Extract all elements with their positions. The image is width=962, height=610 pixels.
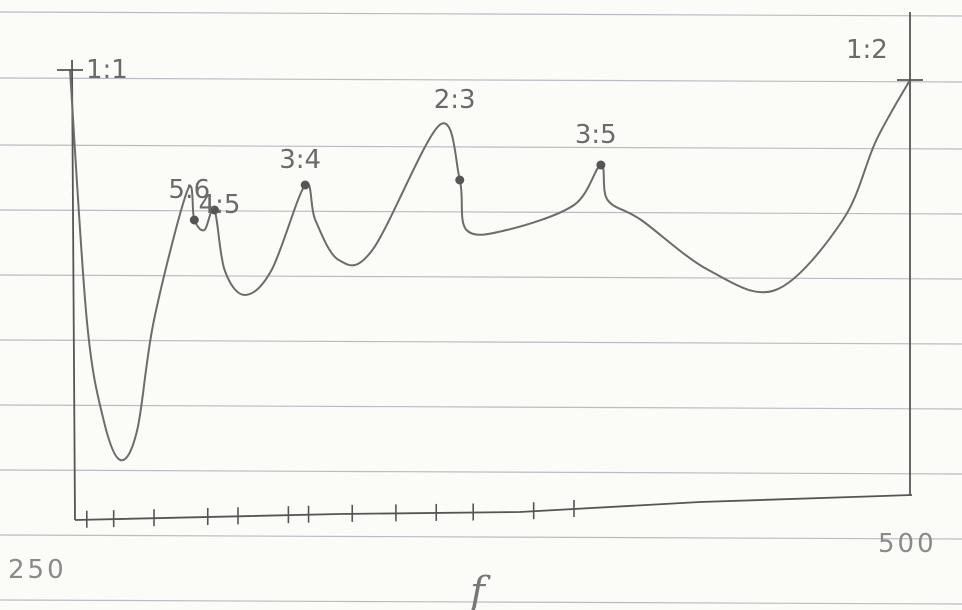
ruled-line <box>0 599 962 605</box>
y-axis-left <box>71 59 76 521</box>
ratio-label: 3:5 <box>575 120 617 150</box>
x-tick-label-250: 250 <box>8 555 67 585</box>
notebook-ruled-lines <box>0 11 962 605</box>
x-axis-label: f <box>467 569 491 610</box>
ratio-label: 1:1 <box>86 55 128 85</box>
x-tick-label-500: 500 <box>878 529 937 559</box>
ratio-label: 3:4 <box>279 145 321 175</box>
x-axis-ticks <box>86 500 575 528</box>
peak-markers <box>57 69 923 225</box>
series-curve <box>69 69 911 462</box>
peak-marker <box>596 160 606 170</box>
ruled-line <box>0 534 962 540</box>
ruled-line <box>0 11 962 17</box>
peak-marker <box>209 205 219 215</box>
ruled-line <box>0 209 962 215</box>
peak-marker <box>300 180 310 190</box>
ruled-line <box>0 339 962 345</box>
ruled-line <box>0 469 962 475</box>
ruled-line <box>0 404 962 410</box>
ruled-line <box>0 144 962 150</box>
ruled-line <box>0 274 962 280</box>
peak-marker <box>455 175 465 185</box>
ratio-labels: 1:1 5:64:5 3:4 2:3 3:5 1:2 <box>86 35 888 220</box>
ruled-line <box>0 77 962 83</box>
peak-marker <box>189 215 199 225</box>
ratio-label: 5:6 <box>168 175 210 205</box>
ratio-label: 4:5 <box>199 190 241 220</box>
ratio-label: 2:3 <box>434 85 476 115</box>
ratio-label: 1:2 <box>846 35 888 65</box>
x-axis <box>74 494 913 521</box>
